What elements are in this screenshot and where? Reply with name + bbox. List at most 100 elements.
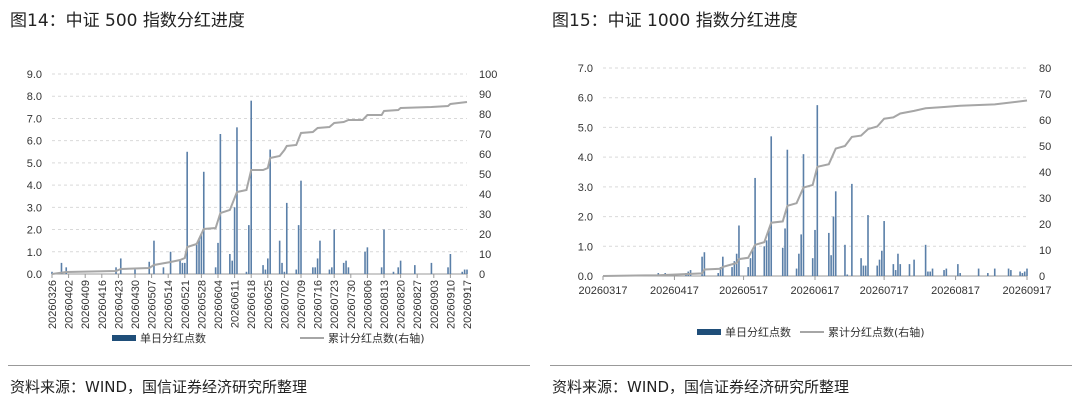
daily-dividend-bar [738,225,740,276]
daily-dividend-bar [202,171,205,274]
daily-dividend-bar [229,254,231,274]
daily-dividend-bar [719,267,722,276]
daily-dividend-bar [703,252,706,276]
x-tick-label: 20260528 [196,280,208,329]
y2-tick-label: 20 [479,229,491,241]
x-tick-label: 20260402 [64,280,76,329]
daily-dividend-bar [297,225,300,274]
daily-dividend-bar [892,264,895,276]
daily-dividend-bar [876,265,879,276]
daily-dividend-bar [924,244,927,276]
y2-tick-label: 90 [479,89,491,101]
daily-dividend-bar [977,268,980,276]
y-tick-label: 1.0 [578,241,593,253]
daily-dividend-bar [747,267,749,276]
y-tick-label: 7.0 [578,63,593,75]
x-tick-label: 20260723 [329,280,341,329]
x-tick-label: 20260521 [180,280,192,329]
daily-dividend-bar [248,225,250,274]
x-tick-label: 20260806 [362,280,374,329]
y-tick-label: 7.0 [27,113,42,125]
x-tick-label: 20260717 [860,285,909,297]
daily-dividend-bar [883,221,885,276]
daily-dividend-bar [347,267,350,274]
daily-dividend-bar [333,229,335,274]
divider-right [550,365,1072,366]
y-tick-label: 6.0 [27,136,42,148]
daily-dividend-bar [278,240,281,274]
y2-tick-label: 30 [479,209,491,221]
y2-tick-label: 20 [1039,219,1051,231]
y-tick-label: 3.0 [27,202,42,214]
daily-dividend-bar [717,273,720,276]
daily-dividend-bar [449,254,452,274]
x-tick-label: 20260702 [279,280,291,329]
x-tick-label: 20260820 [396,280,408,329]
legend-label-cumulative: 累计分红点数(右轴) [328,331,425,345]
daily-dividend-bar [830,255,832,276]
daily-dividend-bar [844,244,846,276]
x-tick-label: 20260910 [445,280,457,329]
y2-tick-label: 80 [1039,63,1051,75]
y2-tick-label: 50 [1039,141,1051,153]
daily-dividend-bar [768,228,770,276]
daily-dividend-bar [733,261,736,276]
source-note-left: 资料来源：WIND，国信证券经济研究所整理 [10,378,308,396]
chart-title-left: 图14：中证 500 指数分红进度 [10,11,245,31]
legend-label-daily: 单日分红点数 [140,332,206,345]
daily-dividend-bar [198,238,200,274]
x-tick-label: 20260827 [412,280,424,329]
y-tick-label: 0.0 [27,269,42,281]
daily-dividend-bar [957,264,959,276]
daily-dividend-bar [781,247,784,276]
daily-dividend-bar [269,149,271,274]
daily-dividend-bar [214,267,217,274]
daily-dividend-bar [328,269,331,274]
y2-tick-label: 40 [479,189,491,201]
daily-dividend-bar [899,264,902,276]
y2-tick-label: 70 [1039,89,1051,101]
daily-dividend-bar [51,271,53,274]
daily-dividend-bar [811,258,814,276]
y2-tick-label: 60 [1039,115,1051,127]
x-tick-label: 20260514 [163,280,175,329]
daily-dividend-bar [927,271,929,276]
daily-dividend-bar [366,247,369,274]
x-tick-label: 20260716 [313,280,325,329]
x-tick-label: 20260617 [791,285,840,297]
daily-dividend-bar [834,191,837,276]
cumulative-dividend-line [602,99,1028,277]
daily-dividend-bar [233,207,236,274]
daily-dividend-bar [219,134,222,274]
y-tick-label: 8.0 [27,91,42,103]
x-tick-label: 20260417 [650,285,699,297]
daily-dividend-bar [314,267,317,274]
daily-dividend-bar [267,258,269,274]
daily-dividend-bar [195,242,198,274]
daily-dividend-bar [765,240,768,276]
daily-dividend-bar [134,269,136,274]
daily-dividend-bar [364,251,366,274]
y2-tick-label: 80 [479,109,491,121]
daily-dividend-bar [832,216,835,276]
daily-dividend-bar [931,268,934,276]
x-tick-label: 20260611 [230,280,242,328]
daily-dividend-bar [217,242,219,274]
daily-dividend-bar [1019,271,1021,276]
daily-dividend-bar [878,259,881,276]
daily-dividend-bar [414,265,416,274]
y2-tick-label: 10 [1039,245,1051,257]
daily-dividend-bar [929,271,932,276]
x-tick-label: 20260423 [113,280,125,329]
daily-dividend-bar [245,271,248,274]
x-tick-label: 20260517 [719,285,768,297]
y-tick-label: 1.0 [27,247,42,259]
daily-dividend-bar [331,267,333,274]
daily-dividend-bar [1023,271,1026,276]
daily-dividend-bar [754,177,756,276]
y2-tick-label: 70 [479,129,491,141]
daily-dividend-bar [162,267,165,274]
daily-dividend-bar [913,259,915,276]
y-tick-label: 5.0 [578,122,593,134]
daily-dividend-bar [186,151,188,274]
